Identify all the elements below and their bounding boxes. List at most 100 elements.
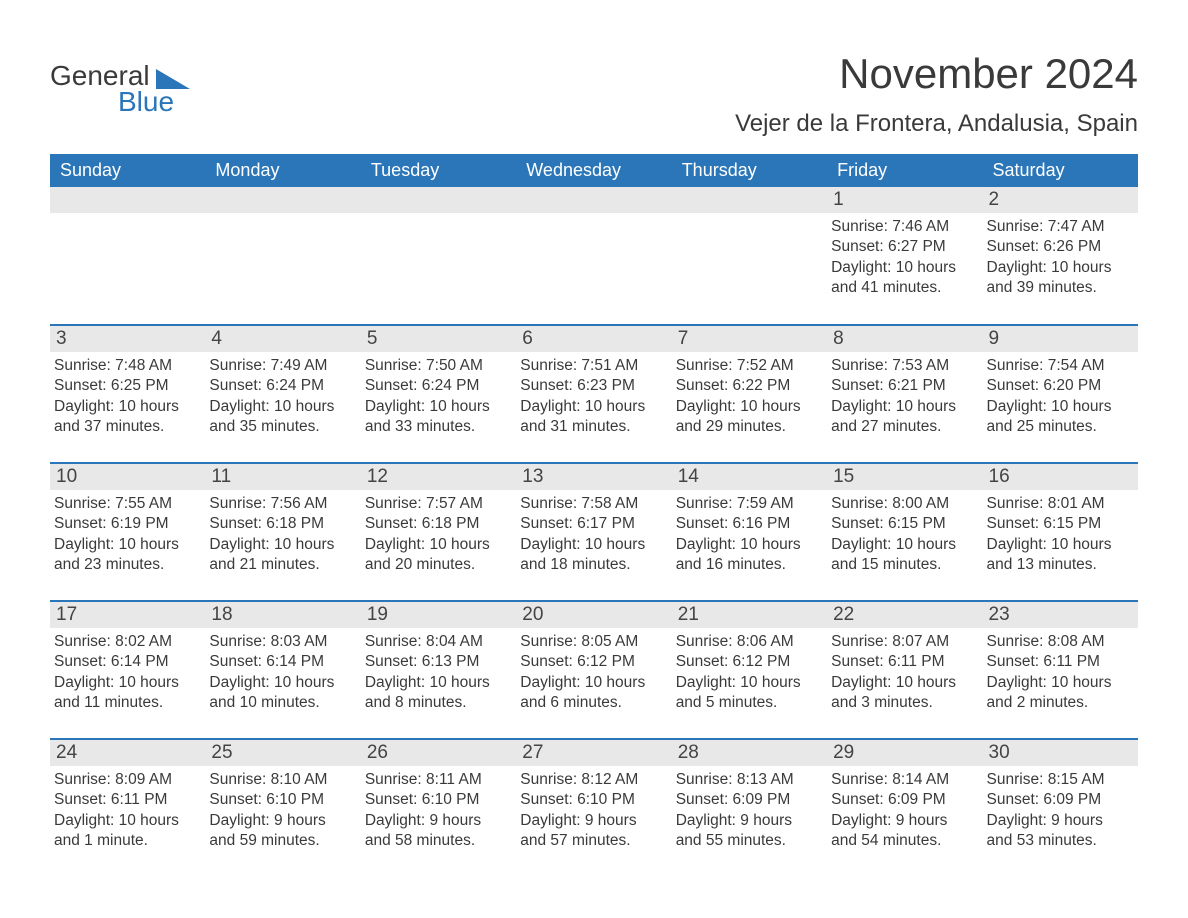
day-number: 20 xyxy=(516,602,671,628)
daylight-line: Daylight: 10 hours and 1 minute. xyxy=(54,811,199,852)
calendar-day-cell xyxy=(361,187,516,325)
calendar-day-cell: 30Sunrise: 8:15 AMSunset: 6:09 PMDayligh… xyxy=(983,739,1138,877)
day-number: 10 xyxy=(50,464,205,490)
day-details: Sunrise: 8:15 AMSunset: 6:09 PMDaylight:… xyxy=(983,766,1138,856)
calendar-day-cell: 23Sunrise: 8:08 AMSunset: 6:11 PMDayligh… xyxy=(983,601,1138,739)
daylight-line: Daylight: 10 hours and 8 minutes. xyxy=(365,673,510,714)
day-number: 7 xyxy=(672,326,827,352)
day-number: 16 xyxy=(983,464,1138,490)
calendar-day-cell: 18Sunrise: 8:03 AMSunset: 6:14 PMDayligh… xyxy=(205,601,360,739)
day-number: 26 xyxy=(361,740,516,766)
sunset-line: Sunset: 6:09 PM xyxy=(987,790,1132,810)
calendar-day-cell: 9Sunrise: 7:54 AMSunset: 6:20 PMDaylight… xyxy=(983,325,1138,463)
calendar-week-row: 24Sunrise: 8:09 AMSunset: 6:11 PMDayligh… xyxy=(50,739,1138,877)
daylight-line: Daylight: 10 hours and 5 minutes. xyxy=(676,673,821,714)
day-details: Sunrise: 8:04 AMSunset: 6:13 PMDaylight:… xyxy=(361,628,516,718)
sunrise-line: Sunrise: 8:10 AM xyxy=(209,770,354,790)
calendar-day-cell: 14Sunrise: 7:59 AMSunset: 6:16 PMDayligh… xyxy=(672,463,827,601)
calendar-day-cell: 5Sunrise: 7:50 AMSunset: 6:24 PMDaylight… xyxy=(361,325,516,463)
calendar-day-cell: 12Sunrise: 7:57 AMSunset: 6:18 PMDayligh… xyxy=(361,463,516,601)
day-number: 14 xyxy=(672,464,827,490)
sunrise-line: Sunrise: 8:09 AM xyxy=(54,770,199,790)
calendar-day-cell: 19Sunrise: 8:04 AMSunset: 6:13 PMDayligh… xyxy=(361,601,516,739)
calendar-day-cell: 3Sunrise: 7:48 AMSunset: 6:25 PMDaylight… xyxy=(50,325,205,463)
sunrise-line: Sunrise: 7:58 AM xyxy=(520,494,665,514)
daylight-line: Daylight: 10 hours and 35 minutes. xyxy=(209,397,354,438)
sunset-line: Sunset: 6:22 PM xyxy=(676,376,821,396)
calendar-day-cell xyxy=(516,187,671,325)
calendar-day-cell: 25 Sunrise: 8:10 AMSunset: 6:10 PMDayligh… xyxy=(205,739,360,877)
day-details: Sunrise: 7:48 AMSunset: 6:25 PMDaylight:… xyxy=(50,352,205,442)
day-details: Sunrise: 8:11 AMSunset: 6:10 PMDaylight:… xyxy=(361,766,516,856)
sunset-line: Sunset: 6:09 PM xyxy=(676,790,821,810)
sunrise-line: Sunrise: 7:52 AM xyxy=(676,356,821,376)
calendar-week-row: 10Sunrise: 7:55 AMSunset: 6:19 PMDayligh… xyxy=(50,463,1138,601)
day-number-bar-empty xyxy=(516,187,671,213)
day-details: Sunrise: 8:03 AMSunset: 6:14 PMDaylight:… xyxy=(205,628,360,718)
sunset-line: Sunset: 6:13 PM xyxy=(365,652,510,672)
daylight-line: Daylight: 10 hours and 21 minutes. xyxy=(209,535,354,576)
sunrise-line: Sunrise: 8:00 AM xyxy=(831,494,976,514)
calendar-day-cell: 6Sunrise: 7:51 AMSunset: 6:23 PMDaylight… xyxy=(516,325,671,463)
sunset-line: Sunset: 6:14 PM xyxy=(209,652,354,672)
calendar-day-cell: 27Sunrise: 8:12 AMSunset: 6:10 PMDayligh… xyxy=(516,739,671,877)
daylight-line: Daylight: 10 hours and 37 minutes. xyxy=(54,397,199,438)
day-details: Sunrise: 7:50 AMSunset: 6:24 PMDaylight:… xyxy=(361,352,516,442)
daylight-line: Daylight: 9 hours and 59 minutes. xyxy=(209,811,354,852)
sunset-line: Sunset: 6:11 PM xyxy=(987,652,1132,672)
sunset-line: Sunset: 6:24 PM xyxy=(209,376,354,396)
day-details: Sunrise: 7:46 AMSunset: 6:27 PMDaylight:… xyxy=(827,213,982,303)
sunrise-line: Sunrise: 8:06 AM xyxy=(676,632,821,652)
day-details: Sunrise: 8:07 AMSunset: 6:11 PMDaylight:… xyxy=(827,628,982,718)
sunset-line: Sunset: 6:24 PM xyxy=(365,376,510,396)
sunset-line: Sunset: 6:12 PM xyxy=(676,652,821,672)
calendar-day-cell: 26Sunrise: 8:11 AMSunset: 6:10 PMDayligh… xyxy=(361,739,516,877)
day-details: Sunrise: 7:56 AMSunset: 6:18 PMDaylight:… xyxy=(205,490,360,580)
day-number: 11 xyxy=(205,464,360,490)
sunrise-line: Sunrise: 8:08 AM xyxy=(987,632,1132,652)
day-number: 30 xyxy=(983,740,1138,766)
sunrise-line: Sunrise: 8:07 AM xyxy=(831,632,976,652)
sunrise-line: Sunrise: 7:53 AM xyxy=(831,356,976,376)
logo: General Blue xyxy=(50,60,190,118)
daylight-line: Daylight: 10 hours and 29 minutes. xyxy=(676,397,821,438)
day-number: 27 xyxy=(516,740,671,766)
sunset-line: Sunset: 6:19 PM xyxy=(54,514,199,534)
sunset-line: Sunset: 6:15 PM xyxy=(987,514,1132,534)
calendar-day-cell: 28Sunrise: 8:13 AMSunset: 6:09 PMDayligh… xyxy=(672,739,827,877)
day-details: Sunrise: 7:47 AMSunset: 6:26 PMDaylight:… xyxy=(983,213,1138,303)
day-number: 12 xyxy=(361,464,516,490)
calendar-day-cell: 16Sunrise: 8:01 AMSunset: 6:15 PMDayligh… xyxy=(983,463,1138,601)
sunset-line: Sunset: 6:11 PM xyxy=(54,790,199,810)
calendar-day-cell: 21 Sunrise: 8:06 AMSunset: 6:12 PMDayligh… xyxy=(672,601,827,739)
day-details: Sunrise: 8:00 AMSunset: 6:15 PMDaylight:… xyxy=(827,490,982,580)
sunrise-line: Sunrise: 7:47 AM xyxy=(987,217,1132,237)
day-number: 21 xyxy=(672,602,827,628)
day-number: 25 xyxy=(205,740,360,766)
sunrise-line: Sunrise: 8:14 AM xyxy=(831,770,976,790)
day-details: Sunrise: 7:59 AMSunset: 6:16 PMDaylight:… xyxy=(672,490,827,580)
calendar-table: Sunday Monday Tuesday Wednesday Thursday… xyxy=(50,154,1138,877)
day-number: 15 xyxy=(827,464,982,490)
sunset-line: Sunset: 6:12 PM xyxy=(520,652,665,672)
day-number: 24 xyxy=(50,740,205,766)
sunset-line: Sunset: 6:18 PM xyxy=(209,514,354,534)
weekday-header: Friday xyxy=(827,154,982,187)
sunrise-line: Sunrise: 8:12 AM xyxy=(520,770,665,790)
day-details: Sunrise: 7:49 AMSunset: 6:24 PMDaylight:… xyxy=(205,352,360,442)
day-number: 8 xyxy=(827,326,982,352)
daylight-line: Daylight: 10 hours and 41 minutes. xyxy=(831,258,976,299)
calendar-day-cell xyxy=(205,187,360,325)
day-details: Sunrise: 7:58 AMSunset: 6:17 PMDaylight:… xyxy=(516,490,671,580)
day-details: Sunrise: 8:05 AMSunset: 6:12 PMDaylight:… xyxy=(516,628,671,718)
calendar-day-cell: 2Sunrise: 7:47 AMSunset: 6:26 PMDaylight… xyxy=(983,187,1138,325)
title-block: November 2024 Vejer de la Frontera, Anda… xyxy=(735,50,1138,138)
sunset-line: Sunset: 6:26 PM xyxy=(987,237,1132,257)
calendar-day-cell: 29Sunrise: 8:14 AMSunset: 6:09 PMDayligh… xyxy=(827,739,982,877)
sunset-line: Sunset: 6:10 PM xyxy=(209,790,354,810)
day-details: Sunrise: 8:12 AMSunset: 6:10 PMDaylight:… xyxy=(516,766,671,856)
sunrise-line: Sunrise: 8:04 AM xyxy=(365,632,510,652)
calendar-day-cell: 13Sunrise: 7:58 AMSunset: 6:17 PMDayligh… xyxy=(516,463,671,601)
sunrise-line: Sunrise: 7:49 AM xyxy=(209,356,354,376)
day-details: Sunrise: 8:02 AMSunset: 6:14 PMDaylight:… xyxy=(50,628,205,718)
